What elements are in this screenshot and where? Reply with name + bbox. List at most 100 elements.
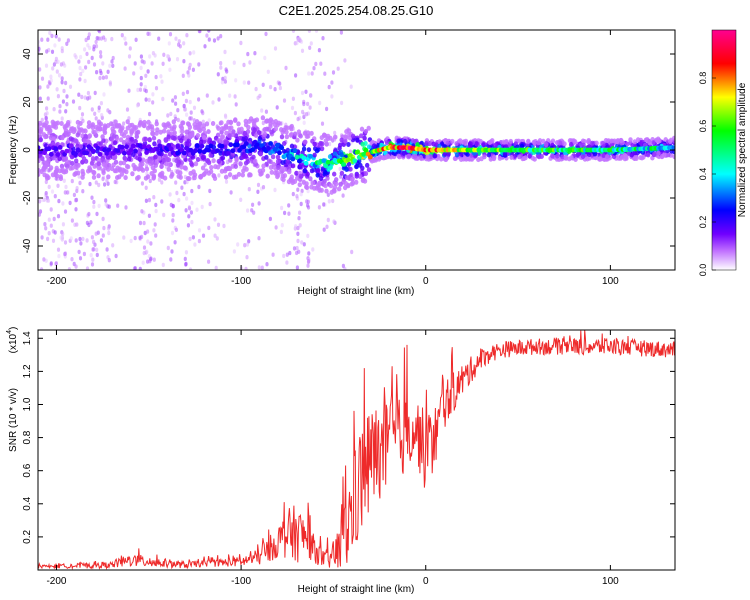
heatmap-cell [242,130,248,136]
heatmap-cell [49,223,53,228]
heatmap-cell [585,156,590,162]
heatmap-cell [92,62,97,67]
heatmap-cell [294,170,299,176]
heatmap-cell [129,238,133,244]
heatmap-cell [166,54,170,59]
heatmap-cell [201,154,207,160]
heatmap-cell [191,235,195,240]
heatmap-cell [223,75,227,81]
heatmap-cell [103,182,107,187]
heatmap-cell [51,155,56,161]
heatmap-cell [127,54,132,59]
heatmap-cell [315,172,320,178]
heatmap-cell [41,197,45,203]
heatmap-cell [61,222,65,227]
heatmap-cell [211,158,216,164]
heatmap-cell [317,48,321,53]
heatmap-cell [178,44,182,49]
heatmap-cell [133,235,137,241]
heatmap-cell [55,152,61,157]
heatmap-cell [295,245,299,251]
heatmap-cell [319,61,323,66]
heatmap-cell [91,257,95,262]
heatmap-cell [502,151,508,157]
heatmap-cell [68,165,73,171]
snr-series-line [38,330,675,570]
heatmap-cell [45,153,50,159]
heatmap-cell [350,180,356,186]
heatmap-cell [307,30,311,33]
heatmap-cell [83,78,87,84]
heatmap-cell [100,134,105,140]
heatmap-cell [287,169,292,175]
heatmap-cell [90,262,95,267]
heatmap-cell [184,262,188,267]
heatmap-cell [82,138,88,144]
heatmap-cell [188,62,192,68]
heatmap-cell [86,43,90,48]
heatmap-cell [184,250,188,255]
heatmap-cell [150,127,155,133]
heatmap-cell [243,141,249,147]
heatmap-cell [323,183,328,189]
colorbar-tick-label: 0.0 [698,264,708,277]
heatmap-cell [65,122,71,127]
heatmap-cell [244,266,248,270]
heatmap-cell [175,190,179,196]
heatmap-cell [131,152,136,158]
heatmap-cell [644,137,649,143]
heatmap-cell [256,189,260,194]
heatmap-cell [227,166,233,172]
y-tick-label: 1.0 [22,397,33,411]
y-tick-label: 20 [22,96,33,108]
heatmap-cell [46,37,50,42]
heatmap-cell [352,158,358,164]
heatmap-cell [45,106,49,111]
heatmap-cell [251,154,256,160]
heatmap-cell [258,171,263,177]
heatmap-cell [223,124,228,130]
heatmap-cell [303,139,308,145]
heatmap-cell [68,143,74,149]
heatmap-cell [189,110,193,115]
heatmap-cell [152,168,157,174]
heatmap-cell [38,199,42,204]
heatmap-cell [122,121,126,126]
heatmap-cell [83,128,88,134]
heatmap-cell [86,120,92,126]
heatmap-cell [161,262,165,268]
heatmap-cell [87,59,91,65]
heatmap-cell [360,141,365,147]
heatmap-cell [331,70,336,75]
heatmap-cell [96,173,101,179]
heatmap-cell [309,130,314,136]
heatmap-cell [124,205,128,210]
heatmap-cell [108,80,112,85]
heatmap-cell [177,39,181,44]
heatmap-cell [38,158,41,164]
heatmap-cell [87,167,93,172]
heatmap-cell [188,99,192,105]
heatmap-cell [218,138,223,144]
heatmap-cell [287,203,291,208]
y-scale-exponent: 4 [6,330,13,334]
heatmap-cell [536,154,542,160]
heatmap-cell [53,146,59,152]
heatmap-cell [119,131,125,137]
heatmap-cell [296,238,300,244]
heatmap-cell [223,49,227,55]
heatmap-cell [99,238,103,243]
heatmap-cell [175,143,180,149]
heatmap-cell [310,71,314,76]
heatmap-cell [248,60,252,65]
heatmap-cell [454,141,459,147]
heatmap-cell [123,175,128,181]
heatmap-cell [47,184,51,190]
heatmap-cell [300,240,304,245]
heatmap-cell [296,116,300,122]
heatmap-cell [89,253,93,258]
heatmap-cell [635,137,641,143]
heatmap-cell [51,238,56,243]
heatmap-cell [672,154,675,160]
heatmap-cell [123,129,128,135]
